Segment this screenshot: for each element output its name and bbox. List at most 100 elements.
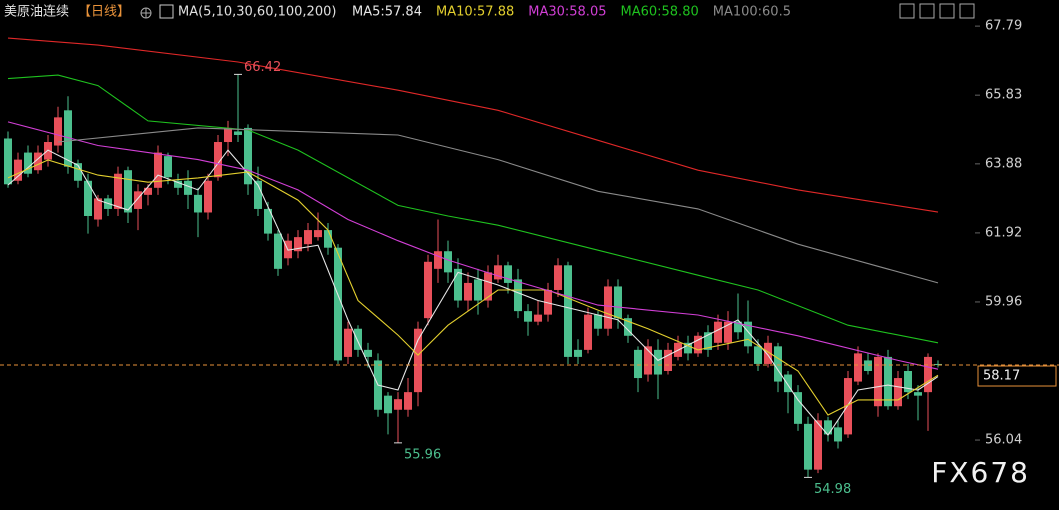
watermark: FX678 [931,456,1030,489]
candle-body [444,251,452,273]
candle-body [354,328,362,350]
candle-body [524,311,532,322]
candle-body [404,392,412,410]
candle-body [324,230,332,248]
legend-entry: MA30:58.05 [528,5,606,20]
ma-line [7,121,939,370]
candle-body [224,127,232,143]
candle-body [664,349,672,371]
candle-body [54,117,62,146]
candle-body [554,265,562,290]
candle-body [214,142,222,178]
legend-entry: MA100:60.5 [713,5,791,20]
candle-body [164,156,172,178]
ma-line [57,127,939,284]
candle-body [84,180,92,216]
candle-body [394,399,402,410]
candle-body [854,353,862,382]
candle-body [874,356,882,407]
y-tick-label: 61.92 [985,225,1022,240]
candle-body [504,265,512,283]
candle-body [724,321,732,343]
candle-body [654,349,662,375]
candle-body [694,335,702,354]
candle-body [624,318,632,336]
candle-body [574,349,582,357]
candle-body [4,138,12,185]
header-icons [140,3,975,19]
candle-body [934,363,942,366]
candle-body [74,163,82,181]
candle-body [304,230,312,245]
extreme-label: 66.42 [244,60,281,75]
candle-body [244,127,252,185]
legend-entry: MA60:58.80 [620,5,698,20]
candle-body [644,346,652,375]
chart-title: 美原油连续 [4,4,69,20]
y-tick-label: 65.83 [985,88,1022,103]
candle-body [334,247,342,361]
candle-body [734,321,742,333]
last-price-label: 58.17 [983,369,1020,384]
candle-body [584,314,592,350]
candle-body [764,342,772,364]
candle-body [94,198,102,220]
candle-body [234,131,242,135]
candle-body [804,423,812,470]
legend-entry: MA5:57.84 [352,5,422,20]
candle-body [314,230,322,238]
candle-body [614,286,622,319]
candle-body [14,159,22,181]
candle-body [484,272,492,301]
candle-body [24,152,32,174]
candle-body [434,251,442,269]
candle-body [194,194,202,213]
candle-body [814,420,822,470]
candle-body [684,342,692,354]
extreme-label: 55.96 [404,447,441,462]
candle-body [364,349,372,357]
candle-body [884,356,892,407]
candle-body [564,265,572,357]
candle-body [144,187,152,195]
y-tick-label: 59.96 [985,294,1022,309]
candle-body [274,233,282,269]
candle-body [454,268,462,301]
candle-body [824,420,832,435]
ma-line [7,37,939,213]
candle-body [844,378,852,435]
candle-body [924,356,932,393]
y-tick-label: 63.88 [985,156,1022,171]
indicator: MA(5,10,30,60,100,200) [178,5,336,20]
candle-body [774,346,782,382]
candle-body [344,328,352,357]
candle-body [754,346,762,364]
candle-body [894,378,902,407]
ma-line [7,159,939,416]
period: 【日线】 [78,5,130,20]
y-tick-label: 67.79 [985,19,1022,34]
candle-body [254,180,262,209]
candle-body [124,170,132,213]
candle-body [714,321,722,343]
candle-body [134,191,142,209]
candle-body [834,427,842,442]
candle-body [904,371,912,393]
candle-body [264,208,272,234]
candle-body [594,314,602,329]
candle-body [384,395,392,414]
candle-body [544,289,552,315]
candle-body [294,237,302,252]
candle-body [204,180,212,213]
candle-body [604,286,612,329]
extreme-label: 54.98 [814,482,851,497]
candle-body [704,332,712,350]
candle-body [864,360,872,371]
candle-body [34,152,42,171]
candle-body [114,173,122,209]
candle-body [154,152,162,188]
candle-body [474,279,482,301]
y-tick-label: 56.04 [985,433,1022,448]
